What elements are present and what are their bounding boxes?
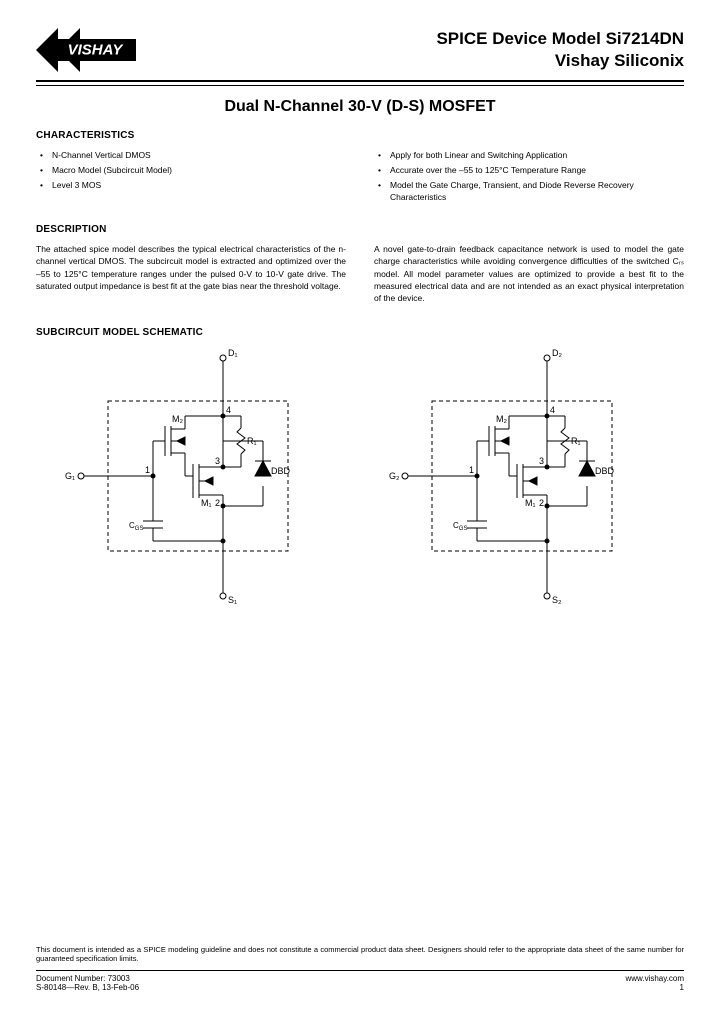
char-item: Apply for both Linear and Switching Appl… — [378, 149, 684, 162]
description-heading: DESCRIPTION — [36, 224, 684, 235]
label-g1: G₁ — [65, 471, 75, 481]
label-d1: D₁ — [228, 348, 238, 358]
label-n4: 4 — [226, 405, 231, 415]
logo-wrap: VISHAY — [36, 28, 146, 74]
char-item: N-Channel Vertical DMOS — [40, 149, 346, 162]
label-dbd: DBD — [271, 466, 291, 476]
subtitle: Dual N-Channel 30-V (D-S) MOSFET — [36, 98, 684, 116]
label-n4: 4 — [550, 405, 555, 415]
footer-divider — [36, 970, 684, 971]
label-n1: 1 — [145, 465, 150, 475]
footer-url: www.vishay.com — [625, 974, 684, 983]
label-dbd: DBD — [595, 466, 615, 476]
header: VISHAY SPICE Device Model Si7214DN Visha… — [36, 28, 684, 74]
label-m1: M₁ — [201, 498, 212, 508]
label-d2: D₂ — [552, 348, 562, 358]
label-n2: 2 — [539, 498, 544, 508]
description-left: The attached spice model describes the t… — [36, 243, 346, 305]
description-right: A novel gate-to-drain feedback capacitan… — [374, 243, 684, 305]
description-columns: The attached spice model describes the t… — [36, 243, 684, 305]
divider-thin — [36, 85, 684, 86]
vishay-logo: VISHAY — [36, 28, 136, 72]
disclaimer: This document is intended as a SPICE mod… — [36, 945, 684, 965]
description-text: The attached spice model describes the t… — [36, 243, 346, 292]
char-item: Level 3 MOS — [40, 179, 346, 192]
char-item: Accurate over the –55 to 125°C Temperatu… — [378, 164, 684, 177]
label-s1: S₁ — [228, 595, 237, 605]
label-g2: G₂ — [389, 471, 400, 481]
description-text: A novel gate-to-drain feedback capacitan… — [374, 243, 684, 305]
doc-title-2: Vishay Siliconix — [146, 50, 684, 72]
title-block: SPICE Device Model Si7214DN Vishay Silic… — [146, 28, 684, 72]
svg-text:VISHAY: VISHAY — [68, 42, 125, 59]
label-m1: M₁ — [525, 498, 536, 508]
page-number: 1 — [625, 983, 684, 992]
label-r1: R₁ — [247, 436, 257, 446]
footer-left: Document Number: 73003 S-80148—Rev. B, 1… — [36, 974, 139, 992]
char-item: Macro Model (Subcircuit Model) — [40, 164, 346, 177]
footer: This document is intended as a SPICE mod… — [36, 945, 684, 993]
doc-number: Document Number: 73003 — [36, 974, 139, 983]
footer-right: www.vishay.com 1 — [625, 974, 684, 992]
divider-thick — [36, 80, 684, 82]
label-r1: R₁ — [571, 436, 581, 446]
label-n3: 3 — [539, 456, 544, 466]
schematic-heading: SUBCIRCUIT MODEL SCHEMATIC — [36, 327, 684, 338]
label-n3: 3 — [215, 456, 220, 466]
doc-rev: S-80148—Rev. B, 13-Feb-06 — [36, 983, 139, 992]
schematic-1: D₁ S₁ G₁ M₂ M₁ R₁ CGS DBD 1 2 3 4 — [53, 346, 343, 608]
schematic-2: D₂ S₂ G₂ M₂ M₁ R₁ CGS DBD 1 2 3 4 — [377, 346, 667, 608]
doc-title-1: SPICE Device Model Si7214DN — [146, 28, 684, 50]
footer-row: Document Number: 73003 S-80148—Rev. B, 1… — [36, 974, 684, 992]
label-cgs: CGS — [129, 521, 143, 532]
characteristics-left: N-Channel Vertical DMOS Macro Model (Sub… — [36, 149, 346, 206]
characteristics-columns: N-Channel Vertical DMOS Macro Model (Sub… — [36, 149, 684, 206]
label-n1: 1 — [469, 465, 474, 475]
characteristics-heading: CHARACTERISTICS — [36, 130, 684, 141]
label-m2: M₂ — [496, 414, 507, 424]
label-s2: S₂ — [552, 595, 562, 605]
char-item: Model the Gate Charge, Transient, and Di… — [378, 179, 684, 205]
label-m2: M₂ — [172, 414, 183, 424]
label-cgs: CGS — [453, 521, 467, 532]
schematic-row: D₁ S₁ G₁ M₂ M₁ R₁ CGS DBD 1 2 3 4 — [36, 346, 684, 608]
characteristics-right: Apply for both Linear and Switching Appl… — [374, 149, 684, 206]
label-n2: 2 — [215, 498, 220, 508]
